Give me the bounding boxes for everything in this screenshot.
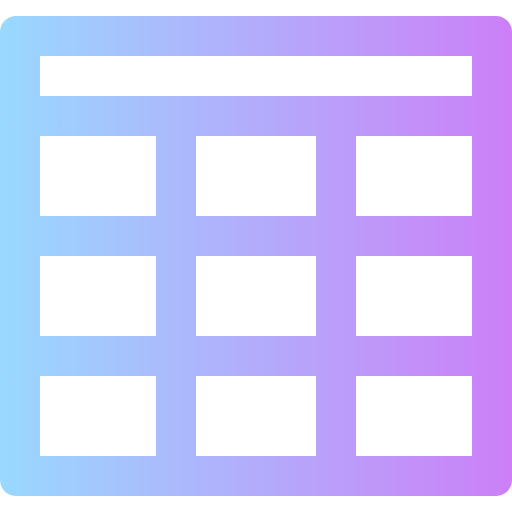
table-cell-r3-c1 <box>40 376 156 456</box>
table-cell-r3-c2 <box>196 376 316 456</box>
table-cell-r3-c3 <box>356 376 472 456</box>
table-cell-r2-c3 <box>356 256 472 336</box>
table-cell-r1-c3 <box>356 136 472 216</box>
table-cell-r2-c1 <box>40 256 156 336</box>
table-cell-r1-c1 <box>40 136 156 216</box>
table-header-cell <box>40 56 472 96</box>
table-cell-r1-c2 <box>196 136 316 216</box>
table-cell-r2-c2 <box>196 256 316 336</box>
